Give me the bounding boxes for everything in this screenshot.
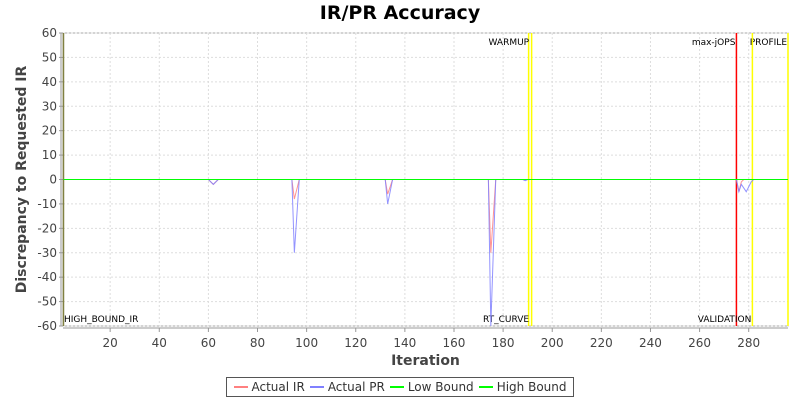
x-axis-label: Iteration [391, 353, 460, 369]
marker-label-validation: VALIDATION [698, 315, 752, 325]
tick-label-x: 280 [737, 336, 760, 350]
tick-label-y: 10 [42, 148, 57, 162]
tick-label-y: 40 [42, 75, 57, 89]
tick-label-x: 60 [201, 336, 216, 350]
tick-label-x: 260 [688, 336, 711, 350]
tick-label-x: 220 [590, 336, 613, 350]
legend-item: High Bound [478, 380, 567, 394]
tick-label-x: 240 [639, 336, 662, 350]
chart-title: IR/PR Accuracy [319, 2, 481, 24]
legend-item: Low Bound [389, 380, 474, 394]
legend-item: Actual PR [309, 380, 385, 394]
tick-label-y: -10 [37, 197, 57, 211]
tick-label-y: -50 [37, 295, 57, 309]
tick-label-x: 160 [443, 336, 466, 350]
legend-label: High Bound [496, 380, 567, 394]
legend-swatch [478, 386, 493, 388]
tick-label-x: 200 [541, 336, 564, 350]
marker-label-max-jops: max-jOPS [692, 38, 736, 48]
tick-label-x: 120 [344, 336, 367, 350]
tick-label-y: 60 [42, 26, 57, 40]
legend-swatch [233, 386, 248, 388]
tick-label-x: 180 [492, 336, 515, 350]
tick-label-y: -20 [37, 221, 57, 235]
marker-label-high_bound_ir: HIGH_BOUND_IR [64, 315, 138, 325]
marker-label-rt_curve: RT_CURVE [483, 315, 529, 325]
tick-label-x: 140 [393, 336, 416, 350]
tick-label-y: 30 [42, 99, 57, 113]
marker-label-profile: PROFILE [750, 38, 788, 48]
tick-label-x: 100 [295, 336, 318, 350]
legend: Actual IR Actual PR Low Bound High Bound [226, 377, 574, 397]
tick-label-x: 20 [103, 336, 118, 350]
tick-label-x: 80 [250, 336, 265, 350]
tick-label-y: -40 [37, 270, 57, 284]
legend-label: Actual IR [251, 380, 305, 394]
legend-swatch [309, 386, 324, 388]
tick-label-y: -30 [37, 246, 57, 260]
tick-label-y: 50 [42, 50, 57, 64]
tick-label-x: 40 [152, 336, 167, 350]
marker-label-warmup: WARMUP [489, 38, 530, 48]
legend-label: Low Bound [407, 380, 474, 394]
tick-label-y: 0 [49, 173, 57, 187]
legend-label: Actual PR [327, 380, 385, 394]
tick-label-y: 20 [42, 124, 57, 138]
legend-item: Actual IR [233, 380, 305, 394]
legend-swatch [389, 386, 404, 388]
tick-label-y: -60 [37, 319, 57, 333]
y-axis-label: Discrepancy to Requested IR [14, 66, 30, 294]
